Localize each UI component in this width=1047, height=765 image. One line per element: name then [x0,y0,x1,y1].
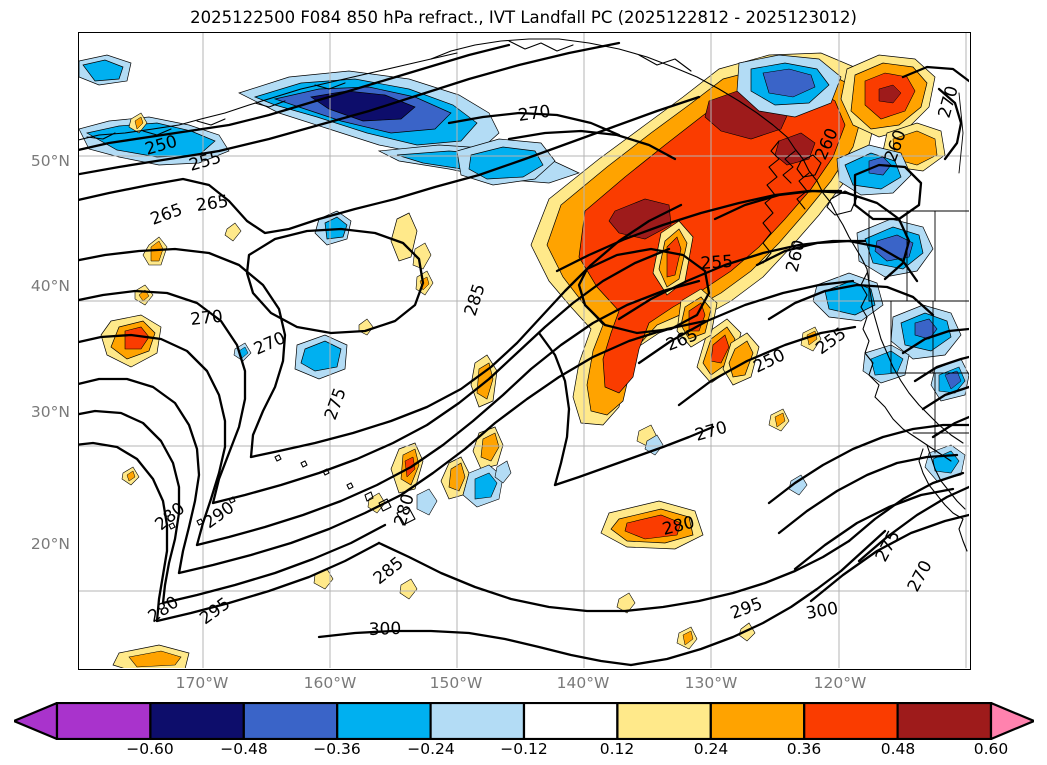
colorbar-seg-purple [55,702,152,740]
colorbar-tick-label-0: −0.60 [126,740,174,758]
map-figure: 250 255 265 265 270 270 270 275 285 280 … [79,33,969,668]
filled-contour-layer [79,52,969,668]
colorbar-seg-lightyellow [616,702,712,740]
colorbar-tick-label-7: 0.36 [786,740,822,758]
svg-text:295: 295 [728,594,765,624]
svg-text:270: 270 [693,418,730,446]
colorbar-svg[interactable] [14,702,1034,740]
colorbar-extend-min [14,702,59,740]
svg-text:255: 255 [700,252,734,274]
lon-tick-label-160W: 160°W [303,674,357,692]
svg-text:270: 270 [189,307,223,330]
svg-text:285: 285 [370,553,408,589]
map-plot-area[interactable]: 250 255 265 265 270 270 270 275 285 280 … [78,32,971,670]
svg-text:275: 275 [872,527,905,565]
colorbar-tick-label-8: 0.48 [880,740,916,758]
colorbar-seg-orange [709,702,806,740]
svg-text:300: 300 [368,619,401,640]
colorbar-tick-label-3: −0.24 [407,740,455,758]
colorbar-tick-label-9: 0.60 [973,740,1009,758]
lon-tick-label-170W: 170°W [175,674,229,692]
lon-tick-label-120W: 120°W [813,674,867,692]
lon-tick-label-150W: 150°W [429,674,483,692]
contour-lines [79,41,969,667]
colorbar-seg-red [803,702,899,740]
colorbar-seg-darkred [896,702,993,740]
colorbar-tick-label-1: −0.48 [220,740,268,758]
colorbar-extend-max [989,702,1034,740]
lat-tick-label-50N: 50°N [30,152,70,170]
svg-text:280: 280 [151,499,189,535]
svg-text:270: 270 [517,102,552,126]
colorbar-tick-label-6: 0.24 [693,740,729,758]
svg-text:285: 285 [461,282,490,319]
lat-tick-label-30N: 30°N [30,403,70,421]
lat-tick-label-40N: 40°N [30,277,70,295]
colorbar-seg-navy [149,702,245,740]
colorbar-tick-label-5: 0.12 [599,740,635,758]
colorbar-seg-cyan [336,702,432,740]
svg-text:290: 290 [200,498,238,533]
lon-tick-label-130W: 130°W [684,674,738,692]
gridlines [79,33,969,668]
colorbar-tick-label-4: −0.12 [500,740,548,758]
colorbar-seg-blue [242,702,339,740]
svg-text:280: 280 [145,592,183,627]
svg-text:275: 275 [321,385,351,422]
colorbar-tick-label-2: −0.36 [313,740,361,758]
colorbar[interactable] [14,702,1034,740]
colorbar-seg-white [522,702,619,740]
page-title: 2025122500 F084 850 hPa refract., IVT La… [190,8,857,27]
svg-text:265: 265 [195,192,230,216]
svg-text:295: 295 [196,594,234,629]
lon-tick-label-140W: 140°W [556,674,610,692]
svg-text:270: 270 [904,557,937,595]
svg-text:265: 265 [148,200,185,230]
svg-text:300: 300 [804,599,839,624]
colorbar-seg-lightblue [429,702,526,740]
lat-tick-label-20N: 20°N [30,535,70,553]
